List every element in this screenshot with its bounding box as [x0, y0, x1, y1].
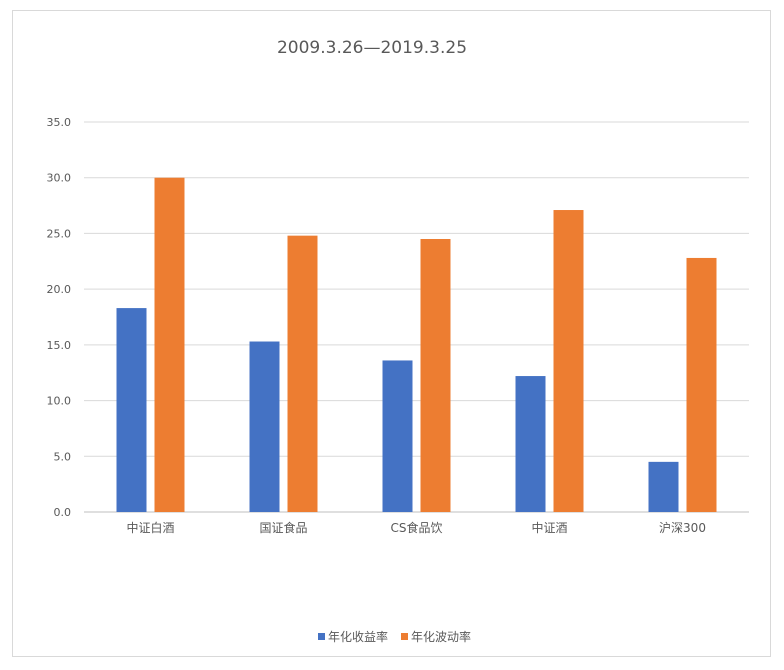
y-tick-label: 20.0	[47, 283, 72, 296]
y-tick-label: 0.0	[54, 506, 72, 519]
legend-label: 年化收益率	[328, 629, 388, 644]
legend-label: 年化波动率	[411, 629, 471, 644]
legend-swatch	[401, 633, 408, 640]
legend-swatch	[318, 633, 325, 640]
x-category-label: 中证白酒	[126, 520, 174, 535]
x-category-label: 国证食品	[259, 520, 307, 535]
bar-return	[648, 461, 679, 512]
x-category-label: CS食品饮	[391, 520, 443, 535]
legend: 年化收益率 年化波动率	[318, 629, 471, 644]
bar-volatility	[420, 239, 451, 512]
y-axis-ticks: 0.0 5.0 10.0 15.0 20.0 25.0 30.0 35.0	[47, 116, 72, 519]
bar-return	[116, 308, 147, 512]
bars	[116, 177, 717, 512]
y-tick-label: 25.0	[47, 227, 72, 240]
x-axis-labels: 中证白酒 国证食品 CS食品饮 中证酒 沪深300	[126, 520, 705, 535]
y-tick-label: 15.0	[47, 339, 72, 352]
y-tick-label: 30.0	[47, 172, 72, 185]
bar-volatility	[154, 177, 185, 512]
x-category-label: 中证酒	[531, 520, 567, 535]
bar-return	[382, 360, 413, 512]
y-tick-label: 10.0	[47, 395, 72, 408]
y-tick-label: 5.0	[54, 450, 72, 463]
bar-return	[249, 341, 280, 512]
y-tick-label: 35.0	[47, 116, 72, 129]
gridlines	[84, 121, 749, 513]
x-category-label: 沪深300	[659, 521, 706, 535]
bar-volatility	[686, 257, 717, 512]
bar-volatility	[553, 210, 584, 512]
chart-title: 2009.3.26—2019.3.25	[277, 38, 467, 58]
bar-return	[515, 376, 546, 512]
bar-volatility	[287, 235, 318, 512]
